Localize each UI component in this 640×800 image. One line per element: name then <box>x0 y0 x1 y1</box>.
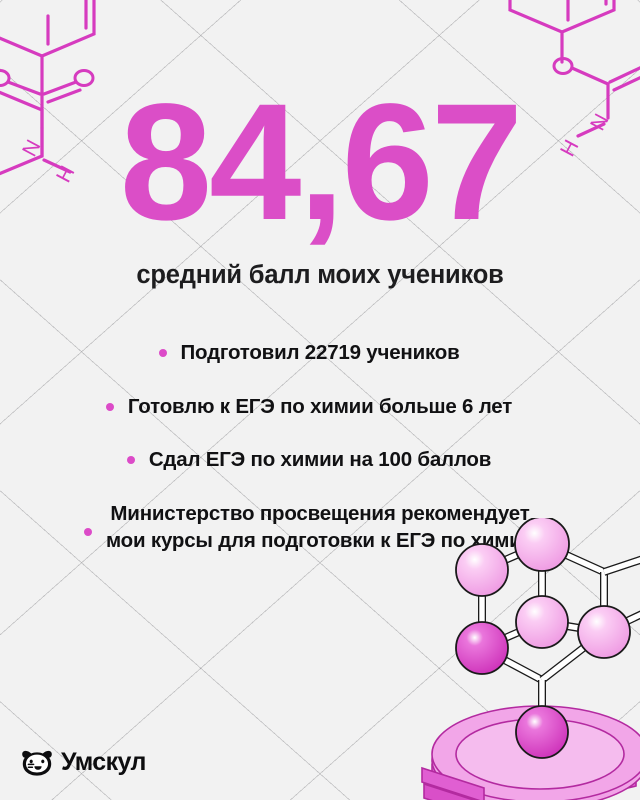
list-item-label-line2: мои курсы для подготовки к ЕГЭ по химии <box>105 528 534 552</box>
bear-head-icon <box>22 750 52 776</box>
list-item: Министерство просвещения рекомендует мои… <box>0 501 640 554</box>
petri-dish <box>421 705 640 800</box>
bullet-dot-icon <box>105 402 114 411</box>
list-item-label: Готовлю к ЕГЭ по химии больше 6 лет <box>127 394 513 418</box>
benzene-ball-and-stick-model <box>421 518 640 800</box>
list-item: Сдал ЕГЭ по химии на 100 баллов <box>0 447 640 474</box>
list-item: Подготовил 22719 учеников <box>0 340 640 367</box>
bullet-dot-icon <box>126 456 135 465</box>
list-item-label: Подготовил 22719 учеников <box>180 341 460 364</box>
list-item-label-line1: Министерство просвещения рекомендует <box>110 501 530 525</box>
list-item-label: Сдал ЕГЭ по химии на 100 баллов <box>148 448 492 472</box>
brand-name: Умскул <box>61 747 146 776</box>
average-score-value: 84,67 <box>119 70 523 255</box>
brand-logo: Умскул <box>20 746 146 778</box>
achievements-list: Подготовил 22719 учеников Готовлю к ЕГЭ … <box>0 340 640 554</box>
molecular-bonds <box>478 540 640 732</box>
bullet-dot-icon <box>158 349 167 357</box>
average-score-caption: средний балл моих учеников <box>136 260 504 289</box>
headline-block: 84,67 средний балл моих учеников <box>0 70 640 290</box>
bullet-dot-icon <box>83 527 92 536</box>
list-item: Готовлю к ЕГЭ по химии больше 6 лет <box>0 394 640 421</box>
